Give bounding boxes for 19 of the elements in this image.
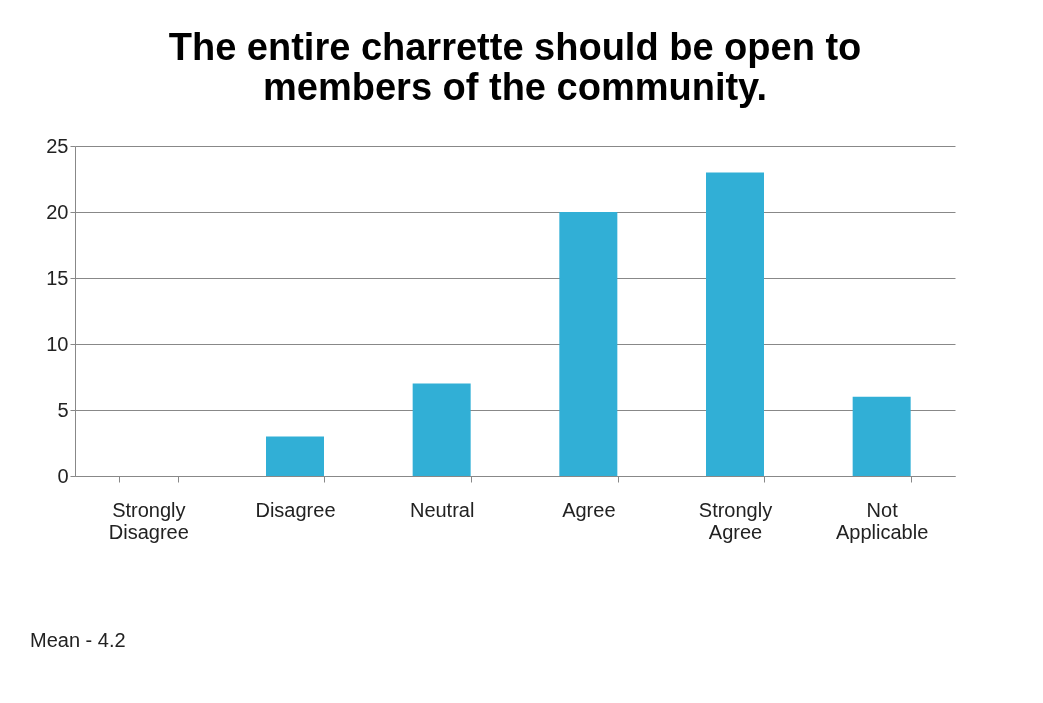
text: Mean - 4.2 (30, 629, 126, 651)
y-tick-label: 10 (46, 332, 69, 355)
x-tick-label: Strongly Agree (698, 498, 773, 543)
y-tick-label: 5 (57, 398, 69, 421)
y-tick-label: 0 (57, 464, 69, 487)
x-tick-label: Agree (562, 498, 616, 521)
bar (852, 396, 911, 476)
bar (706, 172, 764, 476)
x-tick-label: Not Applicable (836, 498, 929, 543)
y-tick-label: 20 (46, 200, 69, 223)
chart-title: The entire charrette should be open to members of the community. (168, 26, 862, 108)
y-tick-label: 25 (46, 134, 69, 157)
y-tick-label: 15 (46, 266, 69, 289)
x-tick-label: Disagree (255, 498, 336, 521)
bar (266, 436, 324, 476)
x-tick-label: Neutral (409, 498, 475, 521)
bar (412, 383, 471, 476)
bar (559, 212, 618, 476)
x-tick-label: Strongly Disagree (108, 498, 189, 543)
